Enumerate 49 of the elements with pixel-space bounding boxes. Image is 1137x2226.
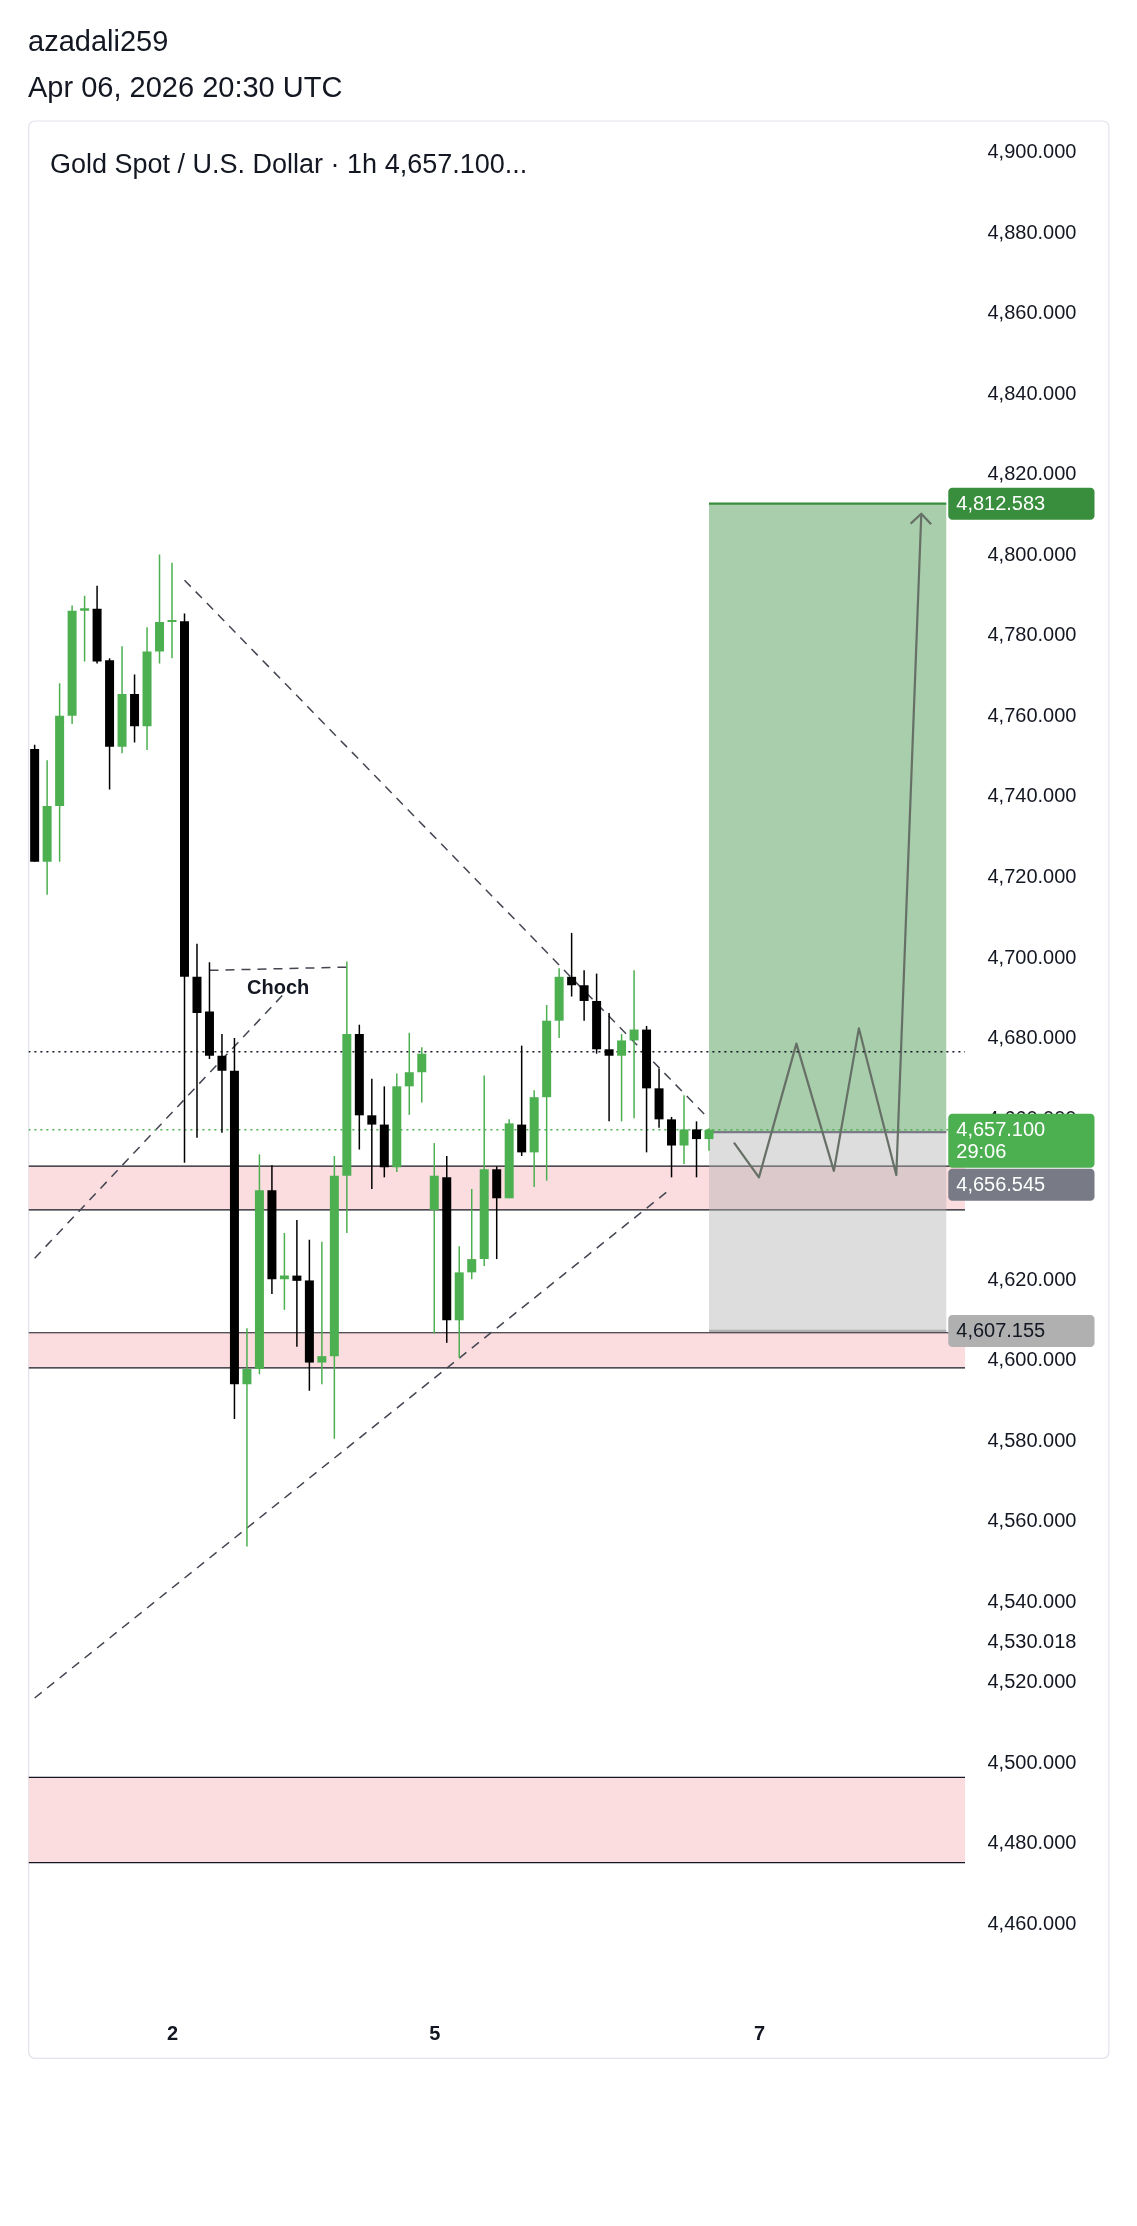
candlestick	[217, 1033, 227, 1134]
y-tick-label: 4,860.000	[987, 301, 1077, 324]
y-tick-label: 4,900.000	[987, 140, 1077, 163]
data-label: 4,812.583	[956, 491, 1046, 514]
text: Apr 06, 2026 20:30 UTC	[28, 70, 343, 103]
ref-line-label: 4,657.100 29:06	[956, 1117, 1046, 1162]
y-tick-label: 4,530.018	[987, 1630, 1077, 1653]
y-tick-label: 4,580.000	[987, 1428, 1077, 1451]
candlestick	[80, 595, 90, 663]
y-tick-label: 4,460.000	[987, 1912, 1077, 1934]
y-tick-label: 4,820.000	[987, 462, 1077, 485]
y-tick-label: 4,560.000	[987, 1509, 1077, 1532]
candlestick	[404, 1032, 414, 1116]
candlestick	[567, 932, 577, 998]
candlestick	[292, 1219, 302, 1348]
y-tick-label: 4,500.000	[987, 1750, 1077, 1773]
y-tick-label: 4,780.000	[987, 623, 1077, 646]
candlestick	[417, 1046, 427, 1104]
candlestick	[604, 1012, 614, 1123]
y-tick-label: 4,720.000	[987, 865, 1077, 888]
candlestick	[692, 1120, 701, 1179]
x-tick-label: 5	[429, 2021, 441, 2044]
y-tick-label: 4,620.000	[987, 1267, 1077, 1290]
y-tick-label: 4,600.000	[987, 1348, 1077, 1371]
candlestick	[367, 1077, 377, 1190]
y-tick-label: 4,700.000	[987, 945, 1077, 968]
y-tick-label: 4,760.000	[987, 703, 1077, 726]
y-tick-label: 4,540.000	[987, 1589, 1077, 1612]
candlestick	[629, 969, 639, 1119]
y-tick-label: 4,680.000	[987, 1026, 1077, 1049]
candlestick	[242, 1327, 252, 1548]
data-label: 4,607.155	[956, 1318, 1046, 1341]
candlestick	[317, 1241, 327, 1386]
x-tick-label: 2	[166, 2021, 179, 2044]
candlestick	[617, 1033, 627, 1123]
data-label: 4,656.545	[956, 1172, 1046, 1195]
candlestick	[167, 562, 177, 660]
y-tick-label: 4,740.000	[987, 784, 1077, 807]
series-label: Choch	[247, 975, 310, 998]
y-tick-label: 4,480.000	[987, 1831, 1077, 1854]
candlestick	[579, 969, 589, 1022]
y-tick-label: 4,800.000	[987, 542, 1077, 565]
y-tick-label: 4,520.000	[987, 1670, 1077, 1693]
y-tick-label: 4,880.000	[987, 220, 1077, 243]
text: azadali259	[28, 24, 169, 57]
x-tick-label: 7	[753, 2021, 766, 2044]
y-tick-label: 4,840.000	[987, 381, 1077, 404]
text: Gold Spot / U.S. Dollar · 1h 4,657.100...	[50, 149, 528, 179]
candlestick	[467, 1188, 477, 1280]
